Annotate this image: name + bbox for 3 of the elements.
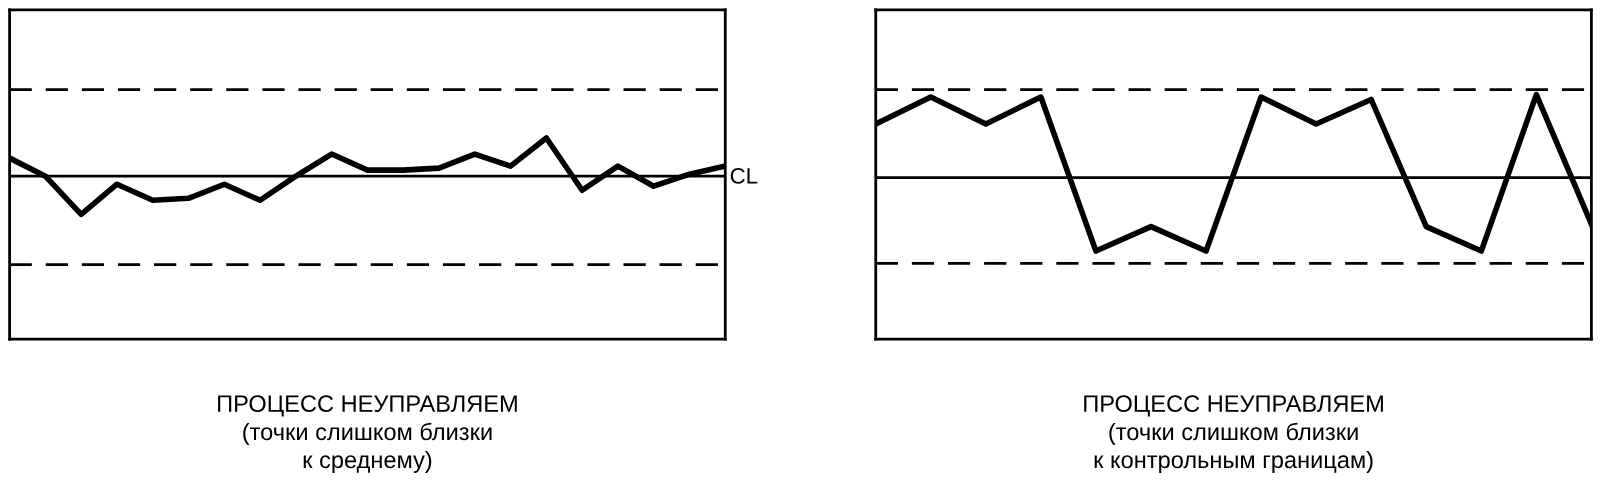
ref-line-label: CL bbox=[730, 167, 758, 184]
x-axis-title: ПРОЦЕСС НЕУПРАВЛЯЕМ (точки слишком близки к контрольным границам) bbox=[1084, 395, 1383, 473]
x-axis-title: ПРОЦЕСС НЕУПРАВЛЯЕМ (точки слишком близки к среднему) bbox=[218, 395, 517, 473]
